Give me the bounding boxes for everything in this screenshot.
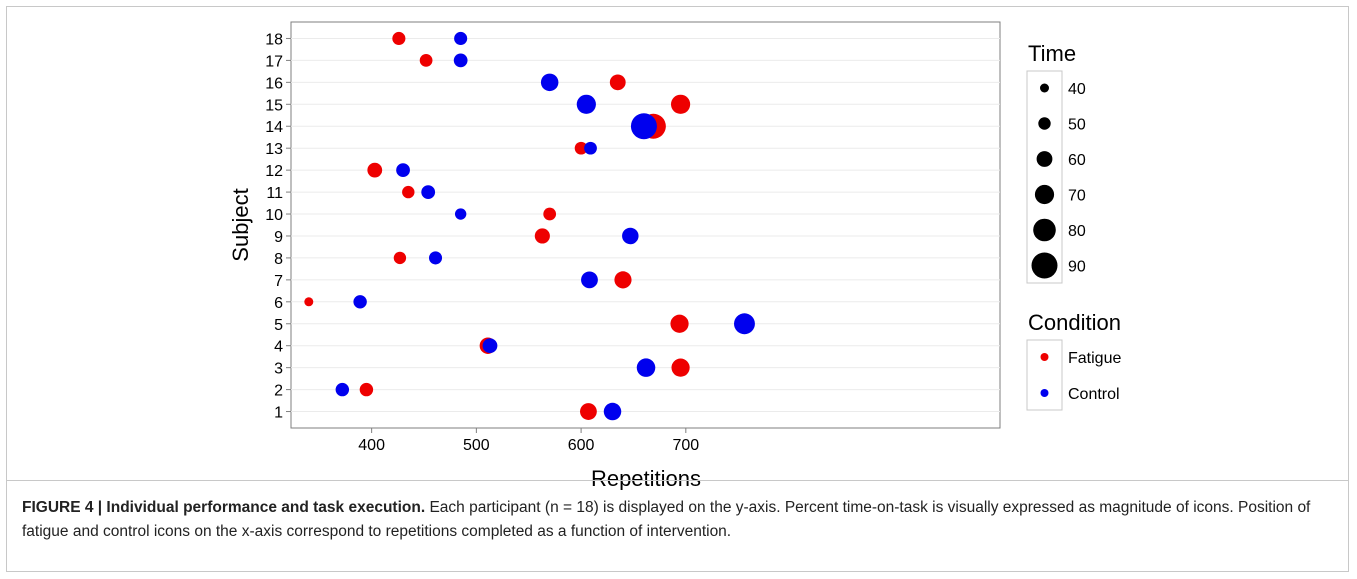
control-point — [603, 402, 622, 421]
caption-label: FIGURE 4 | Individual performance and ta… — [22, 499, 426, 516]
y-tick-label: 9 — [274, 229, 283, 246]
y-tick-label: 7 — [274, 273, 283, 290]
fatigue-point — [574, 141, 588, 155]
control-point — [421, 185, 436, 199]
y-tick-label: 4 — [274, 339, 283, 356]
y-tick-label: 15 — [265, 97, 283, 114]
y-tick-label: 3 — [274, 361, 283, 378]
fatigue-point — [359, 382, 374, 397]
fatigue-point — [614, 271, 632, 289]
control-point — [396, 163, 410, 178]
size-legend-box — [1026, 70, 1063, 284]
size-legend-label: 60 — [1068, 152, 1086, 169]
control-point — [576, 94, 596, 114]
control-point — [584, 141, 597, 155]
fatigue-point — [670, 94, 691, 114]
control-point — [630, 113, 657, 140]
caption-text: Each participant (n = 18) is displayed o… — [22, 499, 1311, 540]
control-point — [734, 313, 755, 335]
fatigue-point — [392, 31, 406, 45]
x-tick-label: 600 — [568, 437, 595, 454]
size-legend-key — [1031, 252, 1058, 279]
y-tick-label: 18 — [265, 31, 283, 48]
y-tick-label: 5 — [274, 317, 283, 334]
size-legend-label: 80 — [1068, 223, 1086, 240]
x-tick-label: 700 — [672, 437, 699, 454]
data-points — [304, 31, 755, 421]
y-tick-label: 13 — [265, 141, 283, 158]
y-tick-label: 6 — [274, 295, 283, 312]
fatigue-point — [580, 403, 597, 420]
color-legend-key — [1040, 389, 1049, 397]
x-axis-label: Repetitions — [591, 466, 701, 490]
y-axis-label: Subject — [228, 188, 253, 261]
fatigue-point — [543, 207, 557, 221]
grid-lines — [291, 37, 1000, 413]
caption-divider — [6, 480, 1349, 481]
control-point — [453, 53, 468, 68]
x-tick-label: 500 — [463, 437, 490, 454]
y-tick-label: 8 — [274, 251, 283, 268]
size-legend-key — [1034, 184, 1055, 205]
figure-frame — [6, 6, 1349, 572]
control-point — [540, 73, 559, 92]
size-legend-key — [1038, 117, 1051, 130]
size-legend-label: 70 — [1068, 188, 1086, 205]
size-legend-key — [1036, 151, 1053, 167]
fatigue-point — [670, 314, 689, 333]
y-tick-label: 11 — [266, 185, 283, 202]
x-axis-ticks: 400 500 600 700 — [358, 428, 699, 454]
control-point — [428, 251, 443, 265]
y-tick-label: 17 — [265, 53, 283, 70]
control-point — [454, 31, 468, 45]
y-tick-label: 12 — [265, 163, 283, 180]
fatigue-point — [402, 185, 415, 199]
size-legend-key — [1040, 83, 1049, 93]
control-point — [353, 295, 367, 309]
y-tick-label: 10 — [265, 207, 283, 224]
color-legend-label: Control — [1068, 386, 1120, 403]
color-legend-key — [1040, 353, 1049, 361]
size-legend-label: 90 — [1068, 259, 1086, 276]
size-legend-title: Time — [1028, 41, 1076, 66]
control-point — [622, 227, 639, 245]
fatigue-point — [671, 358, 690, 377]
control-point — [482, 338, 498, 354]
color-legend-box — [1026, 339, 1063, 411]
figure-caption: FIGURE 4 | Individual performance and ta… — [22, 496, 1332, 544]
y-tick-label: 14 — [265, 119, 283, 136]
size-legend-label: 50 — [1068, 117, 1086, 134]
legend: Time 40 50 60 70 80 90 Condition Fatigue Contr… — [1026, 41, 1121, 411]
control-point — [636, 358, 656, 377]
y-tick-label: 2 — [274, 383, 283, 400]
color-legend-label: Fatigue — [1068, 350, 1121, 367]
y-tick-label: 16 — [265, 75, 283, 92]
control-point — [454, 208, 467, 220]
fatigue-point — [367, 162, 383, 178]
control-point — [335, 382, 350, 397]
fatigue-point — [534, 228, 550, 244]
x-tick-label: 400 — [358, 437, 385, 454]
fatigue-point — [304, 297, 314, 307]
fatigue-point — [393, 251, 407, 265]
control-point — [581, 271, 598, 289]
size-legend-label: 40 — [1068, 81, 1086, 98]
fatigue-point — [609, 74, 626, 91]
color-legend-title: Condition — [1028, 310, 1121, 335]
size-legend-key — [1033, 218, 1056, 242]
y-tick-label: 1 — [274, 405, 283, 422]
fatigue-point — [419, 54, 433, 67]
